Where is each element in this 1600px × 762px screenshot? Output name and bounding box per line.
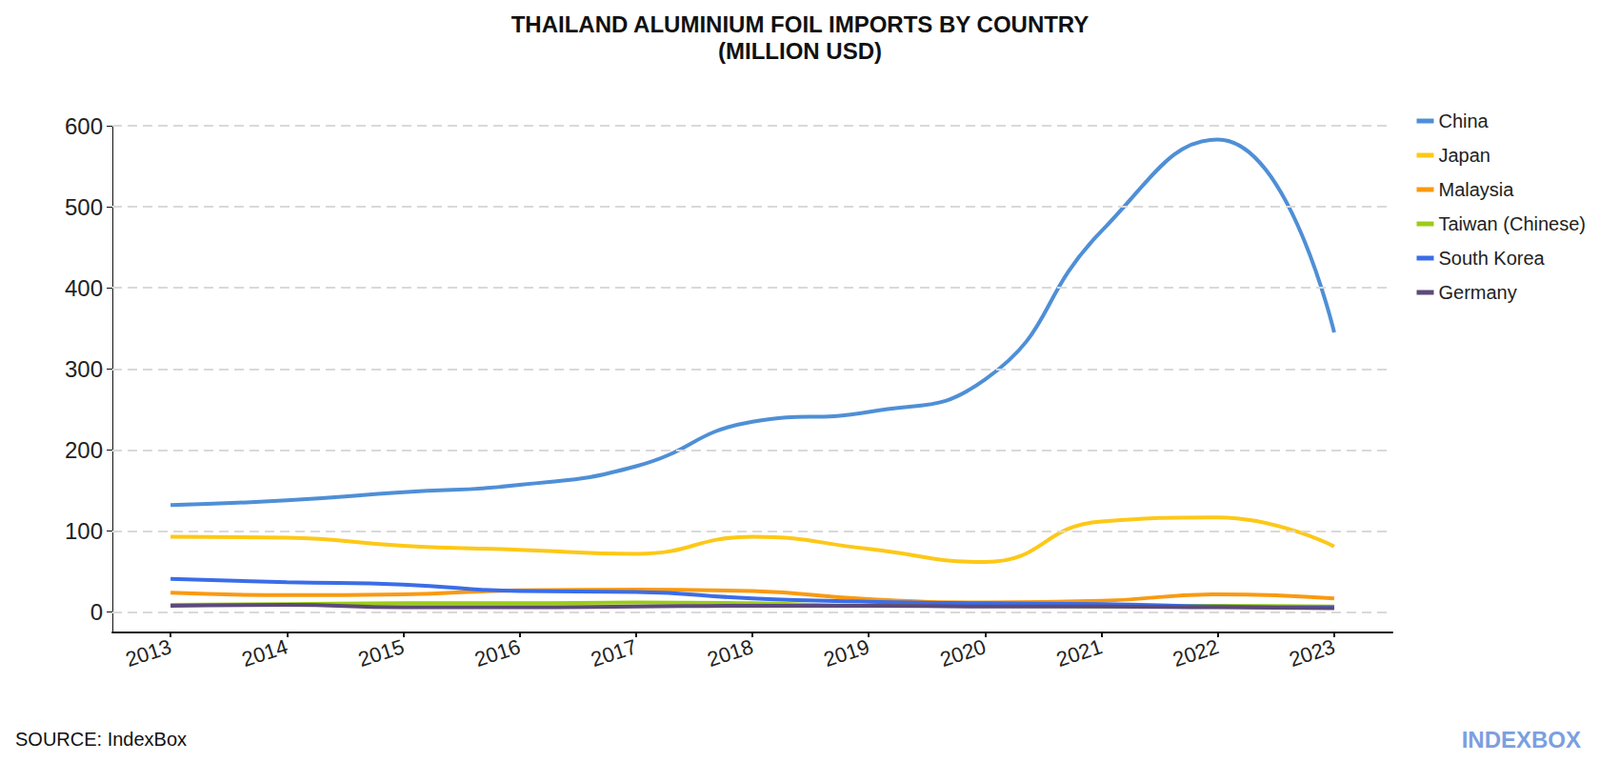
svg-text:0: 0 — [90, 599, 103, 625]
svg-text:200: 200 — [64, 437, 103, 463]
svg-text:SOURCE: IndexBox: SOURCE: IndexBox — [15, 728, 187, 750]
svg-text:2019: 2019 — [820, 634, 873, 672]
svg-text:Japan: Japan — [1438, 144, 1491, 166]
svg-text:2015: 2015 — [355, 634, 407, 672]
svg-text:(MILLION USD): (MILLION USD) — [718, 38, 882, 64]
svg-text:Germany: Germany — [1438, 281, 1517, 303]
svg-text:600: 600 — [64, 113, 103, 140]
svg-text:Malaysia: Malaysia — [1438, 179, 1515, 200]
svg-text:South Korea: South Korea — [1438, 247, 1545, 269]
svg-text:2014: 2014 — [239, 634, 291, 672]
svg-text:2021: 2021 — [1053, 634, 1105, 672]
svg-text:2020: 2020 — [937, 634, 989, 672]
svg-text:300: 300 — [64, 356, 103, 382]
svg-text:500: 500 — [64, 194, 103, 220]
svg-text:2013: 2013 — [122, 634, 175, 672]
svg-text:Taiwan (Chinese): Taiwan (Chinese) — [1438, 213, 1586, 235]
svg-text:INDEXBOX: INDEXBOX — [1461, 726, 1581, 753]
svg-text:400: 400 — [64, 275, 103, 301]
svg-text:2018: 2018 — [704, 634, 757, 672]
svg-text:100: 100 — [64, 518, 103, 544]
svg-text:2023: 2023 — [1286, 634, 1339, 672]
svg-text:2017: 2017 — [587, 634, 640, 672]
svg-text:China: China — [1438, 110, 1489, 132]
svg-text:2022: 2022 — [1169, 634, 1221, 672]
svg-text:2016: 2016 — [471, 634, 523, 672]
svg-text:THAILAND ALUMINIUM FOIL IMPORT: THAILAND ALUMINIUM FOIL IMPORTS BY COUNT… — [511, 11, 1090, 38]
